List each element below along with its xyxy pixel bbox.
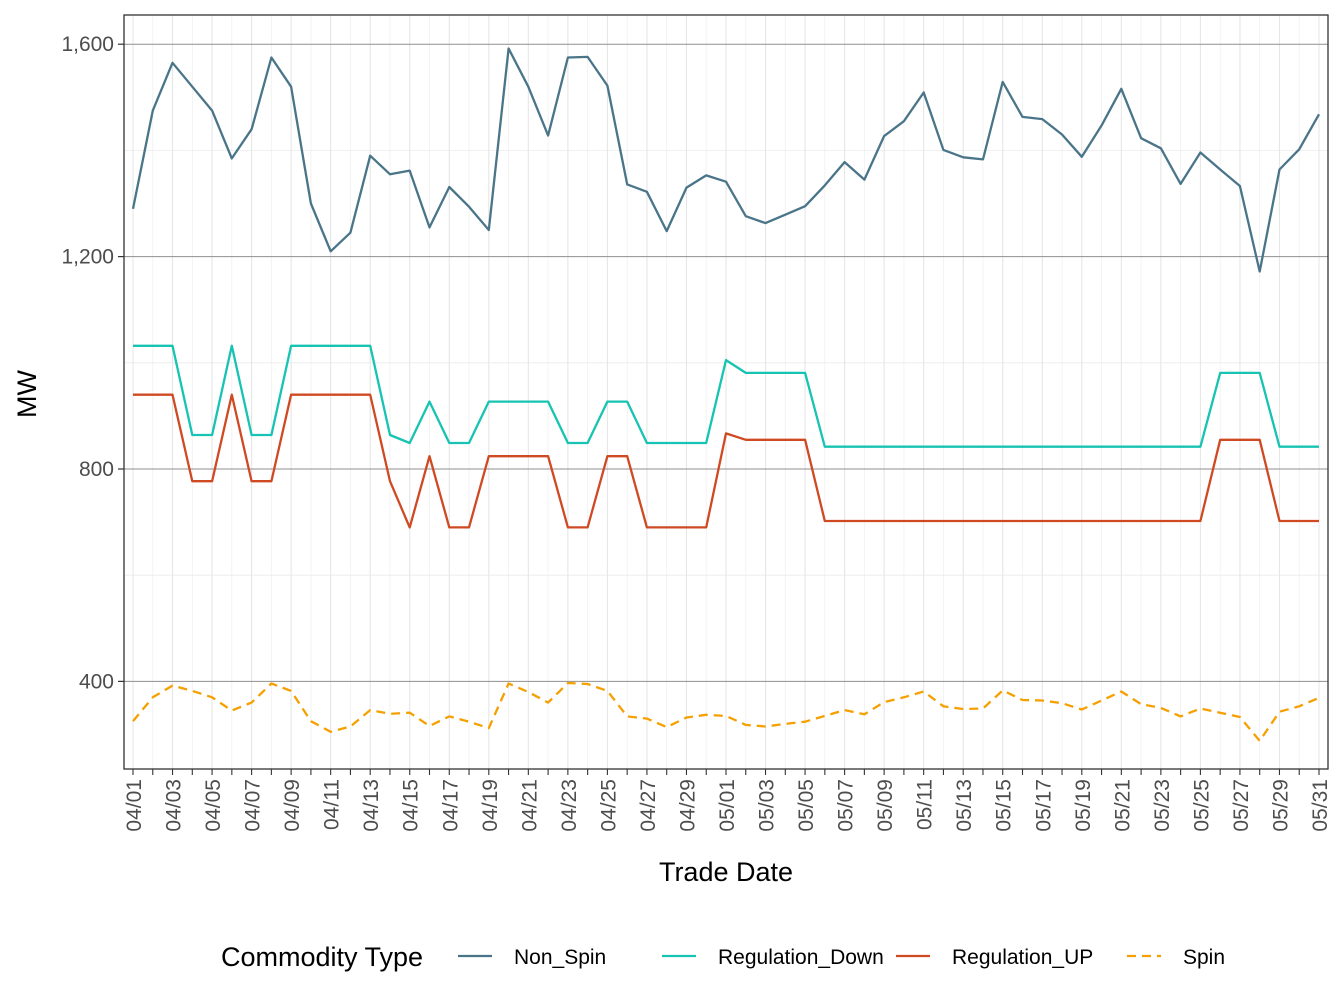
x-axis-title: Trade Date [659, 857, 793, 887]
x-tick-label: 05/21 [1111, 779, 1134, 832]
y-axis: 400 800 1,200 1,600 [61, 33, 124, 693]
x-tick-label: 05/27 [1230, 779, 1253, 832]
series-line-regulation-down [133, 344, 1319, 448]
x-tick-label: 04/25 [597, 779, 620, 832]
x-tick-label: 04/17 [439, 779, 462, 832]
legend: Commodity Type Non_Spin Regulation_Down Re… [221, 942, 1225, 972]
y-tick-label: 400 [79, 670, 114, 693]
x-tick-label: 04/05 [202, 779, 225, 832]
x-tick-label: 05/13 [953, 779, 976, 832]
x-tick-label: 04/03 [163, 779, 186, 832]
x-axis: 04/01 04/03 04/05 04/07 04/09 04/11 04/13 04/15… [123, 769, 1332, 832]
x-tick-label: 04/13 [360, 779, 383, 832]
legend-label-spin: Spin [1183, 946, 1225, 969]
series-line-regulation-up [133, 393, 1319, 529]
x-tick-label: 05/01 [716, 779, 739, 832]
y-tick-label: 1,200 [61, 246, 114, 269]
x-tick-label: 05/03 [756, 779, 779, 832]
series-line-spin [132, 681, 1320, 743]
x-tick-label: 05/09 [874, 779, 897, 832]
y-tick-label: 1,600 [61, 33, 114, 56]
legend-label-regulation-up: Regulation_UP [952, 946, 1093, 969]
legend-label-non-spin: Non_Spin [514, 946, 606, 969]
x-tick-label: 04/21 [518, 779, 541, 832]
x-tick-label: 04/15 [400, 779, 423, 832]
x-tick-label: 04/23 [558, 779, 581, 832]
x-tick-label: 04/09 [281, 779, 304, 832]
x-tick-label: 05/07 [835, 779, 858, 832]
x-tick-label: 05/23 [1151, 779, 1174, 832]
y-tick-label: 800 [79, 458, 114, 481]
x-tick-label: 05/31 [1309, 779, 1332, 832]
y-axis-title: MW [12, 370, 42, 418]
legend-label-regulation-down: Regulation_Down [718, 946, 884, 969]
x-tick-label: 05/25 [1190, 779, 1213, 832]
x-tick-label: 05/29 [1269, 779, 1292, 832]
x-tick-label: 05/19 [1072, 779, 1095, 832]
x-tick-label: 05/11 [914, 779, 937, 830]
x-tick-label: 04/19 [479, 779, 502, 832]
legend-title: Commodity Type [221, 942, 423, 972]
minor-gridlines [124, 15, 1328, 769]
x-tick-label: 04/29 [676, 779, 699, 832]
series-line-non-spin [131, 47, 1321, 273]
major-gridlines [124, 15, 1328, 769]
x-tick-label: 05/17 [1032, 779, 1055, 832]
x-tick-label: 04/11 [321, 779, 344, 830]
x-tick-label: 04/07 [242, 779, 265, 832]
x-tick-label: 04/27 [637, 779, 660, 832]
x-tick-label: 05/05 [795, 779, 818, 832]
series-lines [131, 47, 1321, 743]
x-tick-label: 04/01 [123, 779, 146, 832]
x-tick-label: 05/15 [993, 779, 1016, 832]
